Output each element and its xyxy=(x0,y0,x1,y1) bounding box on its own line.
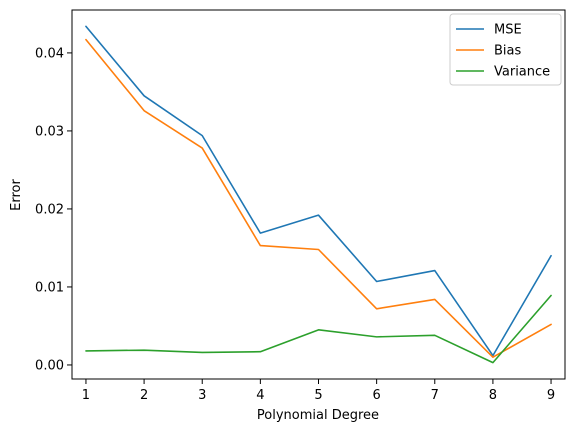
series-line-mse xyxy=(85,25,552,357)
legend-label-variance: Variance xyxy=(494,65,550,80)
x-tick-label: 6 xyxy=(372,388,380,403)
series-lines xyxy=(85,25,552,364)
legend-label-bias: Bias xyxy=(494,44,521,59)
y-tick-label: 0.03 xyxy=(35,124,64,139)
y-tick-label: 0.02 xyxy=(35,202,64,217)
y-tick-label: 0.04 xyxy=(35,46,64,61)
y-tick-label: 0.00 xyxy=(35,358,64,373)
y-axis-ticks: 0.00 0.01 0.02 0.03 0.04 xyxy=(35,46,72,373)
legend: MSE Bias Variance xyxy=(449,13,562,86)
x-tick-label: 5 xyxy=(314,388,322,403)
y-tick-label: 0.01 xyxy=(35,280,64,295)
series-line-variance xyxy=(85,294,552,364)
x-axis-label: Polynomial Degree xyxy=(257,408,379,423)
y-axis-label: Error xyxy=(9,179,24,211)
x-axis-ticks: 1 2 3 4 5 6 7 8 9 xyxy=(82,379,555,403)
x-tick-label: 9 xyxy=(547,388,555,403)
legend-label-mse: MSE xyxy=(494,23,522,38)
series-line-bias xyxy=(85,38,552,358)
x-tick-label: 3 xyxy=(198,388,206,403)
x-tick-label: 7 xyxy=(431,388,439,403)
x-tick-label: 2 xyxy=(140,388,148,403)
x-tick-label: 1 xyxy=(82,388,90,403)
x-tick-label: 8 xyxy=(489,388,497,403)
x-tick-label: 4 xyxy=(256,388,264,403)
legend-box xyxy=(449,13,562,86)
